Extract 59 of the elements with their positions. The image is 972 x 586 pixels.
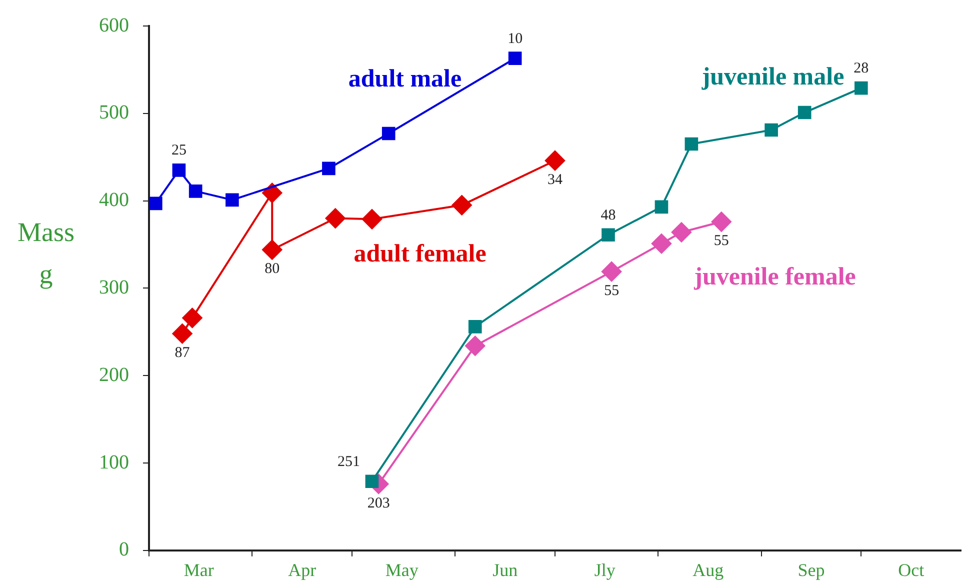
annotation: 80 [264, 261, 280, 278]
point [545, 150, 565, 171]
annotation: 28 [854, 60, 869, 76]
annotation: 48 [600, 207, 616, 224]
point [602, 262, 622, 282]
point [172, 324, 192, 344]
point [322, 162, 336, 176]
y-tick-label: 600 [99, 14, 129, 36]
point [508, 52, 522, 65]
point [602, 228, 615, 242]
point [325, 208, 346, 228]
point [671, 222, 692, 242]
point [149, 196, 162, 210]
point [651, 234, 672, 254]
point [262, 182, 282, 203]
annotation: 55 [714, 233, 729, 250]
annotation: 87 [174, 345, 190, 362]
point [188, 184, 202, 198]
point [654, 200, 668, 214]
x-tick-label: Sep [798, 560, 825, 580]
point [362, 209, 382, 230]
y-tick-label: 0 [119, 538, 129, 561]
point [382, 126, 396, 140]
annotation: 203 [367, 495, 390, 512]
annotation: 25 [171, 142, 186, 159]
series-label: juvenile female [693, 263, 856, 290]
x-tick-label: Oct [898, 560, 924, 580]
annotation: 10 [508, 30, 523, 47]
point [452, 195, 472, 216]
point [711, 212, 732, 232]
annotation: 251 [337, 454, 360, 470]
point [684, 137, 698, 151]
y-tick-label: 100 [99, 451, 129, 474]
point [182, 308, 202, 328]
y-tick-label: 400 [99, 189, 129, 212]
x-tick-label: May [385, 560, 418, 580]
series-label: juvenile male [700, 63, 844, 90]
point [764, 123, 778, 137]
point [172, 164, 186, 177]
point [226, 193, 239, 207]
y-tick-label: 500 [99, 102, 129, 124]
point [854, 81, 868, 95]
point [365, 474, 379, 488]
x-tick-label: Aug [692, 560, 724, 580]
y-tick-label: 200 [99, 364, 129, 386]
point [798, 106, 812, 120]
series-label: adult male [348, 65, 462, 92]
point [465, 336, 486, 356]
x-tick-label: Jun [492, 560, 518, 580]
y-axis-title: Mass g [17, 217, 75, 290]
point [262, 240, 282, 260]
annotation: 34 [548, 172, 563, 188]
x-tick-label: Apr [288, 560, 316, 580]
point [468, 320, 482, 334]
x-tick-label: Jly [594, 560, 616, 580]
annotation: 55 [604, 283, 620, 300]
x-tick-label: Mar [184, 560, 214, 580]
series-label: adult female [354, 240, 486, 268]
y-tick-label: 300 [99, 276, 129, 298]
